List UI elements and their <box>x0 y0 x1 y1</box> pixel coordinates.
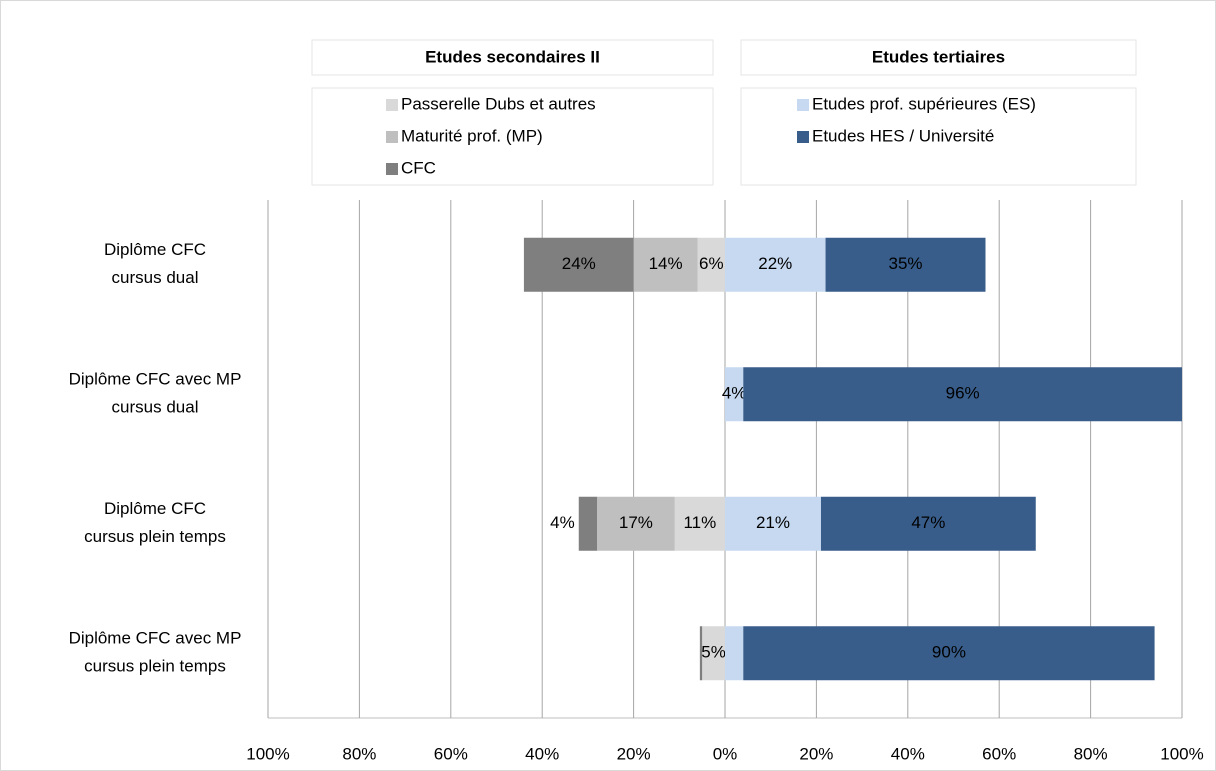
bar-segment <box>674 496 725 551</box>
bar-segment <box>725 626 744 681</box>
category-label: Diplôme CFC avec MP <box>69 629 242 648</box>
bar-segment <box>597 496 675 551</box>
category-label: Diplôme CFC <box>104 499 206 518</box>
category-label: cursus plein temps <box>84 527 226 546</box>
data-label: 47% <box>911 513 945 532</box>
x-tick-label: 60% <box>982 744 1016 763</box>
category-label: Diplôme CFC avec MP <box>69 370 242 389</box>
legend-swatch <box>797 99 809 111</box>
legend-label: Etudes HES / Université <box>812 126 994 145</box>
legend-header-box <box>740 39 1137 76</box>
legend-header: Etudes tertiaires <box>872 47 1005 66</box>
bar-segment <box>820 496 1036 551</box>
bar-segment <box>633 237 698 292</box>
data-label: 4% <box>550 513 575 532</box>
bar-segment <box>523 237 634 292</box>
bar-segment <box>825 237 986 292</box>
legend-header-box <box>311 39 714 76</box>
bar-segment <box>578 496 598 551</box>
data-label: 11% <box>683 513 716 532</box>
data-label: 90% <box>932 643 966 662</box>
data-label: 5% <box>701 643 726 662</box>
legend-swatch <box>386 163 398 175</box>
x-tick-label: 100% <box>1160 744 1203 763</box>
data-label: 14% <box>649 254 683 273</box>
category-label: cursus dual <box>112 268 199 287</box>
x-tick-label: 60% <box>434 744 468 763</box>
category-label: cursus plein temps <box>84 657 226 676</box>
x-tick-label: 0% <box>713 744 738 763</box>
legend-label: CFC <box>401 158 436 177</box>
data-label: 96% <box>946 384 980 403</box>
legend-header: Etudes secondaires II <box>425 47 600 66</box>
bar-segment <box>699 626 703 681</box>
bar-segment <box>725 496 821 551</box>
legend-swatch <box>386 99 398 111</box>
bar-segment <box>702 626 725 681</box>
legend-label: Etudes prof. supérieures (ES) <box>812 94 1036 113</box>
legend-swatch <box>797 131 809 143</box>
data-label: 24% <box>562 254 596 273</box>
x-tick-label: 20% <box>799 744 833 763</box>
bar-segment <box>725 367 744 422</box>
x-tick-label: 80% <box>1074 744 1108 763</box>
data-label: 6% <box>699 254 724 273</box>
x-tick-label: 100% <box>246 744 289 763</box>
x-tick-label: 80% <box>342 744 376 763</box>
bar-segment <box>743 367 1182 422</box>
x-tick-label: 40% <box>891 744 925 763</box>
x-tick-label: 40% <box>525 744 559 763</box>
legend-box <box>311 87 714 186</box>
bar-segment <box>743 626 1155 681</box>
category-label: Diplôme CFC <box>104 240 206 259</box>
legend-label: Passerelle Dubs et autres <box>401 94 596 113</box>
data-label: 35% <box>888 254 922 273</box>
data-label: 21% <box>756 513 790 532</box>
data-label: 17% <box>619 513 653 532</box>
category-label: cursus dual <box>112 398 199 417</box>
bar-segment <box>697 237 725 292</box>
legend-label: Maturité prof. (MP) <box>401 126 543 145</box>
x-tick-label: 20% <box>617 744 651 763</box>
legend-swatch <box>386 131 398 143</box>
data-label: 4% <box>722 384 747 403</box>
data-label: 22% <box>758 254 792 273</box>
bar-segment <box>725 237 826 292</box>
